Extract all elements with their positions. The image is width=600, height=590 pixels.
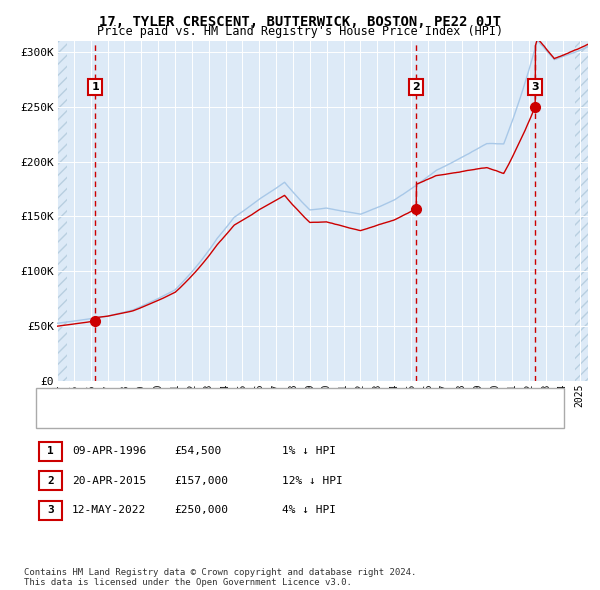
Text: 17, TYLER CRESCENT, BUTTERWICK, BOSTON, PE22 0JT: 17, TYLER CRESCENT, BUTTERWICK, BOSTON, … (99, 15, 501, 29)
Bar (57, 41, 67, 381)
Text: 12-MAY-2022: 12-MAY-2022 (72, 506, 146, 515)
Text: Contains HM Land Registry data © Crown copyright and database right 2024.
This d: Contains HM Land Registry data © Crown c… (24, 568, 416, 587)
Text: ─────: ───── (51, 412, 89, 425)
Text: 3: 3 (47, 506, 54, 515)
Text: 09-APR-1996: 09-APR-1996 (72, 447, 146, 456)
Text: 4% ↓ HPI: 4% ↓ HPI (282, 506, 336, 515)
Text: 12% ↓ HPI: 12% ↓ HPI (282, 476, 343, 486)
Text: 20-APR-2015: 20-APR-2015 (72, 476, 146, 486)
Text: £250,000: £250,000 (174, 506, 228, 515)
Text: ─────: ───── (51, 392, 89, 405)
Text: 1: 1 (47, 447, 54, 456)
Text: 17, TYLER CRESCENT, BUTTERWICK, BOSTON, PE22 0JT (detached house): 17, TYLER CRESCENT, BUTTERWICK, BOSTON, … (105, 394, 511, 404)
Text: 3: 3 (531, 82, 539, 92)
Text: HPI: Average price, detached house, Boston: HPI: Average price, detached house, Bost… (105, 414, 367, 424)
Text: Price paid vs. HM Land Registry's House Price Index (HPI): Price paid vs. HM Land Registry's House … (97, 25, 503, 38)
Bar (575, 41, 588, 381)
Text: 2: 2 (47, 476, 54, 486)
Text: 1: 1 (91, 82, 99, 92)
Text: 2: 2 (412, 82, 420, 92)
Text: £54,500: £54,500 (174, 447, 221, 456)
Text: £157,000: £157,000 (174, 476, 228, 486)
Text: 1% ↓ HPI: 1% ↓ HPI (282, 447, 336, 456)
